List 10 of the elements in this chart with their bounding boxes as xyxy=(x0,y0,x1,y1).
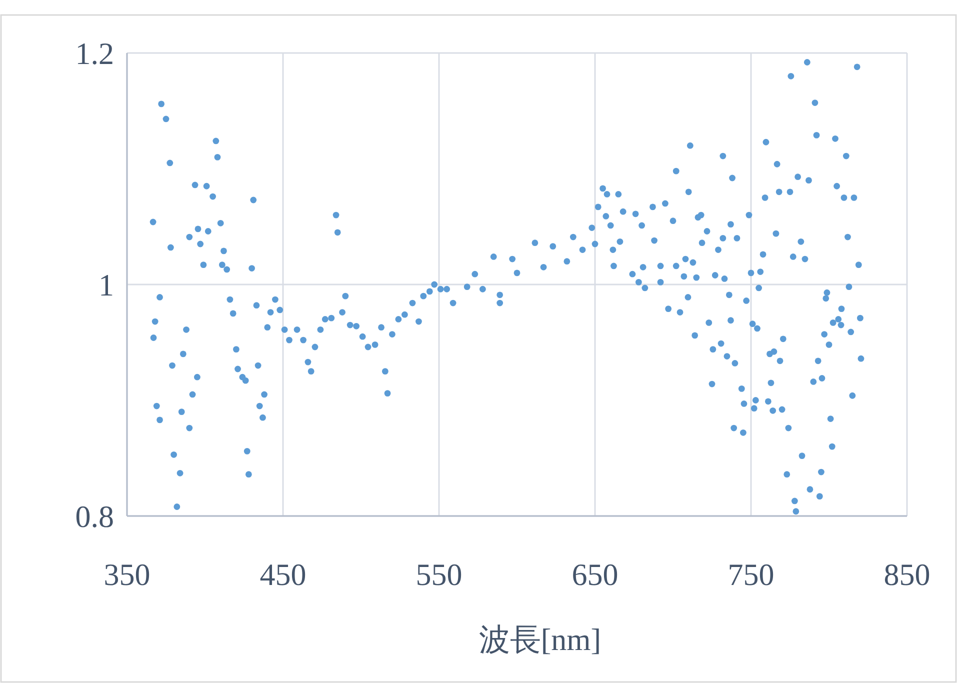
x-tick-label: 750 xyxy=(728,557,774,592)
x-axis-title: 波長[nm] xyxy=(478,622,602,657)
x-tick-label: 550 xyxy=(416,557,462,592)
x-tick-label: 450 xyxy=(260,557,306,592)
y-tick-label: 1.2 xyxy=(75,36,114,71)
y-tick-label: 0.8 xyxy=(75,499,114,534)
x-tick-label: 650 xyxy=(572,557,618,592)
x-tick-label: 850 xyxy=(884,557,930,592)
x-tick-label: 350 xyxy=(104,557,150,592)
y-tick-label: 1 xyxy=(98,268,114,302)
